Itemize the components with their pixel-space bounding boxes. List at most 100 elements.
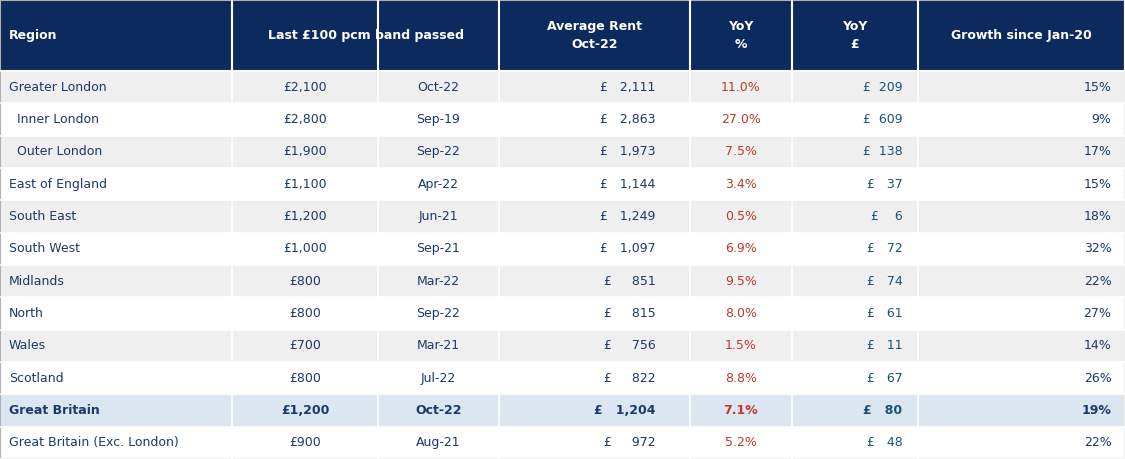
Bar <box>0 394 232 427</box>
Bar <box>498 265 691 297</box>
Text: 18%: 18% <box>1083 210 1112 223</box>
Text: 22%: 22% <box>1083 275 1112 288</box>
Bar <box>918 0 1125 71</box>
Text: Midlands: Midlands <box>9 275 65 288</box>
Bar <box>498 0 691 71</box>
Text: 8.8%: 8.8% <box>724 372 757 385</box>
Text: 9%: 9% <box>1091 113 1112 126</box>
Text: Jun-21: Jun-21 <box>418 210 458 223</box>
Bar <box>498 168 691 201</box>
Text: East of England: East of England <box>9 178 107 191</box>
Bar <box>691 0 792 71</box>
Text: 1.5%: 1.5% <box>724 339 757 353</box>
Bar <box>0 330 232 362</box>
Bar <box>792 103 918 136</box>
Text: Greater London: Greater London <box>9 81 107 94</box>
Text: £   11: £ 11 <box>866 339 902 353</box>
Bar <box>918 71 1125 103</box>
Text: £   61: £ 61 <box>866 307 902 320</box>
Text: £2,100: £2,100 <box>284 81 327 94</box>
Text: Inner London: Inner London <box>9 113 99 126</box>
Text: £1,000: £1,000 <box>284 242 327 255</box>
Text: 15%: 15% <box>1083 81 1112 94</box>
Bar <box>232 103 378 136</box>
Bar <box>0 136 232 168</box>
Text: 7.1%: 7.1% <box>723 404 758 417</box>
Text: £   2,863: £ 2,863 <box>601 113 656 126</box>
Text: 6.9%: 6.9% <box>726 242 757 255</box>
Text: Sep-22: Sep-22 <box>416 307 460 320</box>
Text: £   67: £ 67 <box>866 372 902 385</box>
Bar <box>498 394 691 427</box>
Bar <box>792 427 918 459</box>
Bar <box>918 362 1125 394</box>
Text: 17%: 17% <box>1083 146 1112 158</box>
Bar <box>792 136 918 168</box>
Bar <box>0 0 232 71</box>
Bar <box>691 168 792 201</box>
Text: £700: £700 <box>289 339 321 353</box>
Text: £  209: £ 209 <box>863 81 902 94</box>
Bar <box>0 362 232 394</box>
Text: YoY
£: YoY £ <box>842 20 867 51</box>
Text: Aug-21: Aug-21 <box>416 437 461 449</box>
Text: 8.0%: 8.0% <box>724 307 757 320</box>
Bar <box>792 265 918 297</box>
Bar <box>792 394 918 427</box>
Text: 0.5%: 0.5% <box>724 210 757 223</box>
Text: 19%: 19% <box>1081 404 1112 417</box>
Text: Apr-22: Apr-22 <box>417 178 459 191</box>
Text: 15%: 15% <box>1083 178 1112 191</box>
Text: 26%: 26% <box>1083 372 1112 385</box>
Text: 5.2%: 5.2% <box>724 437 757 449</box>
Bar <box>691 362 792 394</box>
Bar <box>498 103 691 136</box>
Text: 11.0%: 11.0% <box>721 81 760 94</box>
Bar <box>232 168 378 201</box>
Bar <box>691 71 792 103</box>
Text: Last £100 pcm band passed: Last £100 pcm band passed <box>268 29 464 42</box>
Text: £800: £800 <box>289 275 321 288</box>
Bar <box>691 394 792 427</box>
Text: Mar-22: Mar-22 <box>417 275 460 288</box>
Bar <box>378 265 498 297</box>
Bar <box>0 427 232 459</box>
Bar <box>378 394 498 427</box>
Bar <box>498 297 691 330</box>
Bar <box>792 297 918 330</box>
Text: Outer London: Outer London <box>9 146 102 158</box>
Text: £   1,204: £ 1,204 <box>594 404 656 417</box>
Bar <box>232 136 378 168</box>
Bar <box>378 297 498 330</box>
Text: £1,200: £1,200 <box>281 404 330 417</box>
Bar <box>918 233 1125 265</box>
Bar <box>0 201 232 233</box>
Bar <box>792 71 918 103</box>
Text: Average Rent
Oct-22: Average Rent Oct-22 <box>547 20 642 51</box>
Bar <box>918 265 1125 297</box>
Bar <box>0 71 232 103</box>
Bar <box>792 201 918 233</box>
Text: South East: South East <box>9 210 76 223</box>
Bar <box>792 330 918 362</box>
Text: Wales: Wales <box>9 339 46 353</box>
Bar <box>232 265 378 297</box>
Text: £     822: £ 822 <box>604 372 656 385</box>
Bar <box>498 71 691 103</box>
Bar <box>378 71 498 103</box>
Bar <box>691 103 792 136</box>
Text: Oct-22: Oct-22 <box>415 404 461 417</box>
Bar <box>918 103 1125 136</box>
Text: Scotland: Scotland <box>9 372 64 385</box>
Bar <box>0 103 232 136</box>
Bar <box>918 330 1125 362</box>
Text: 27.0%: 27.0% <box>721 113 760 126</box>
Text: 14%: 14% <box>1083 339 1112 353</box>
Text: £800: £800 <box>289 307 321 320</box>
Text: Oct-22: Oct-22 <box>417 81 459 94</box>
Bar <box>378 233 498 265</box>
Bar <box>378 201 498 233</box>
Bar <box>918 201 1125 233</box>
Text: £     972: £ 972 <box>604 437 656 449</box>
Bar <box>232 201 378 233</box>
